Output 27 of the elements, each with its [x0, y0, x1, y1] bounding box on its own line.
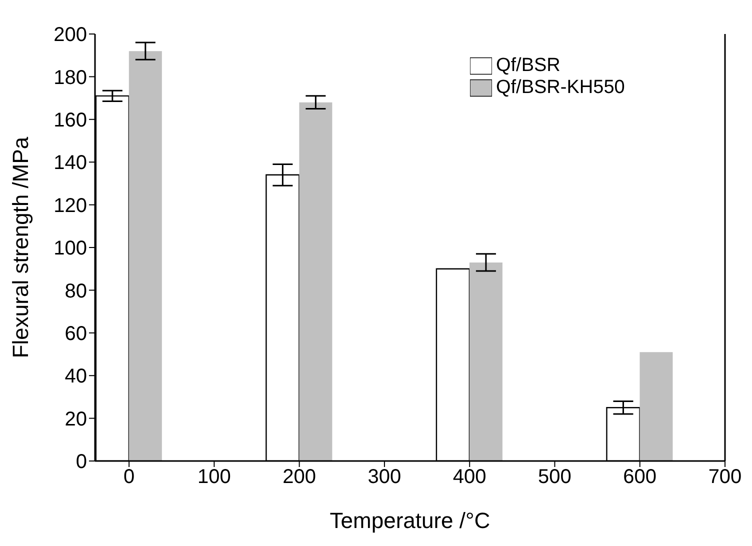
x-tick-label: 400	[452, 466, 486, 488]
y-tick-label: 160	[54, 110, 87, 132]
y-tick-label: 40	[64, 366, 87, 388]
bar	[128, 51, 162, 461]
x-tick-label: 200	[282, 466, 316, 488]
x-tick-label: 300	[368, 466, 402, 488]
x-tick-label: 700	[708, 466, 742, 488]
y-tick-label: 80	[64, 280, 87, 302]
legend-label: Qf/BSR	[496, 55, 560, 76]
y-tick-label: 200	[54, 24, 87, 46]
y-tick-label: 0	[76, 451, 87, 474]
x-tick-label: 600	[623, 466, 657, 488]
legend-label: Qf/BSR-KH550	[496, 77, 625, 98]
y-tick-label: 60	[64, 323, 87, 345]
bar	[640, 352, 673, 461]
y-tick-label: 100	[54, 238, 87, 260]
bar	[299, 102, 332, 461]
x-tick-label: 100	[198, 466, 231, 488]
y-tick-label: 180	[54, 66, 87, 89]
y-axis-title: Flexural strength /MPa	[8, 136, 33, 358]
bar	[469, 262, 502, 461]
y-tick-label: 140	[54, 152, 87, 174]
y-tick-label: 20	[64, 408, 87, 430]
x-tick-label: 500	[538, 466, 572, 488]
x-axis-title: Temperature /°C	[330, 508, 490, 533]
y-tick-label: 120	[54, 194, 87, 217]
x-tick-label: 0	[123, 466, 135, 488]
